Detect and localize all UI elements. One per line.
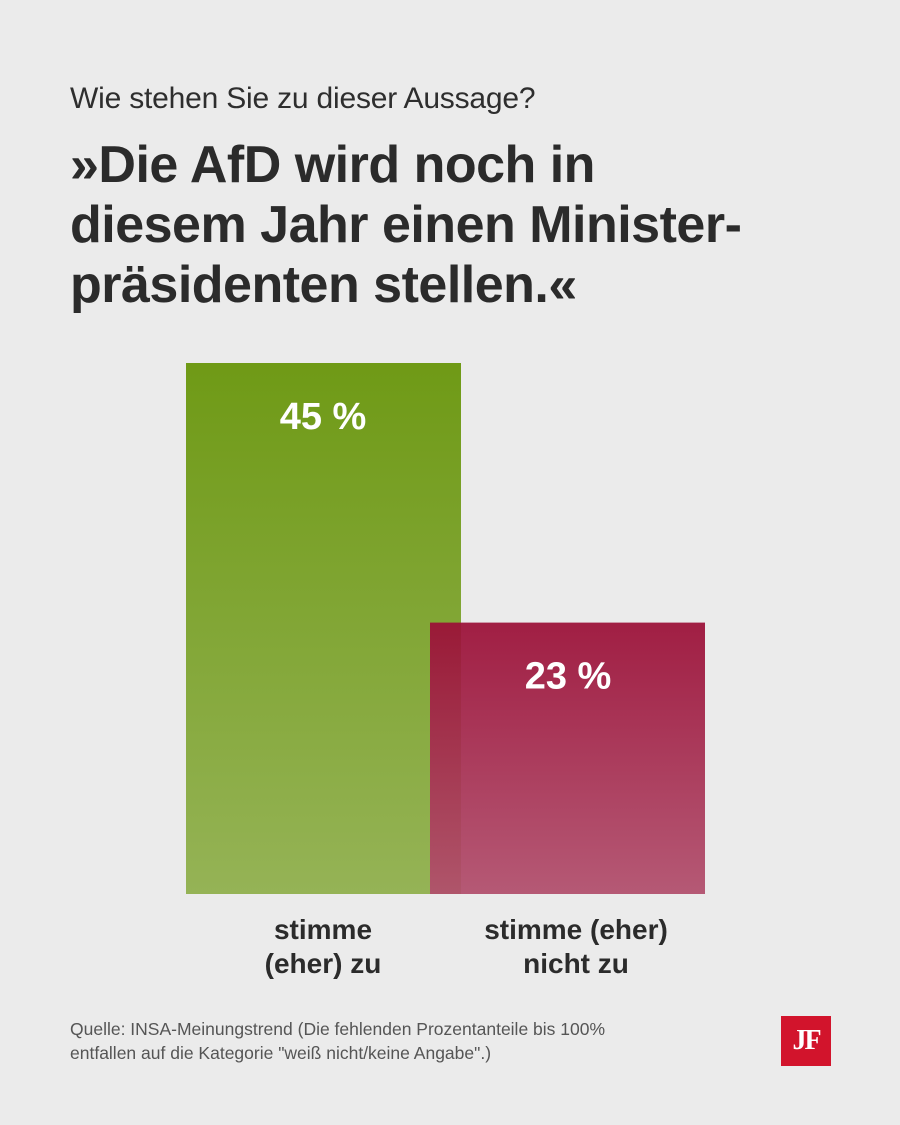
value-label-disagree: 23 % xyxy=(525,656,612,698)
bar-agree xyxy=(186,363,461,894)
bar-disagree xyxy=(430,622,705,894)
source-note: Quelle: INSA-Meinungstrend (Die fehlende… xyxy=(70,1019,606,1063)
category-label-disagree: stimme (eher) nicht zu xyxy=(484,914,668,979)
category-label-agree: stimme (eher) zu xyxy=(264,914,382,979)
statement-title: »Die AfD wird noch in diesem Jahr einen … xyxy=(70,136,742,314)
jf-logo: JF xyxy=(781,1016,831,1066)
question-text: Wie stehen Sie zu dieser Aussage? xyxy=(70,82,536,115)
value-label-agree: 45 % xyxy=(280,396,367,438)
